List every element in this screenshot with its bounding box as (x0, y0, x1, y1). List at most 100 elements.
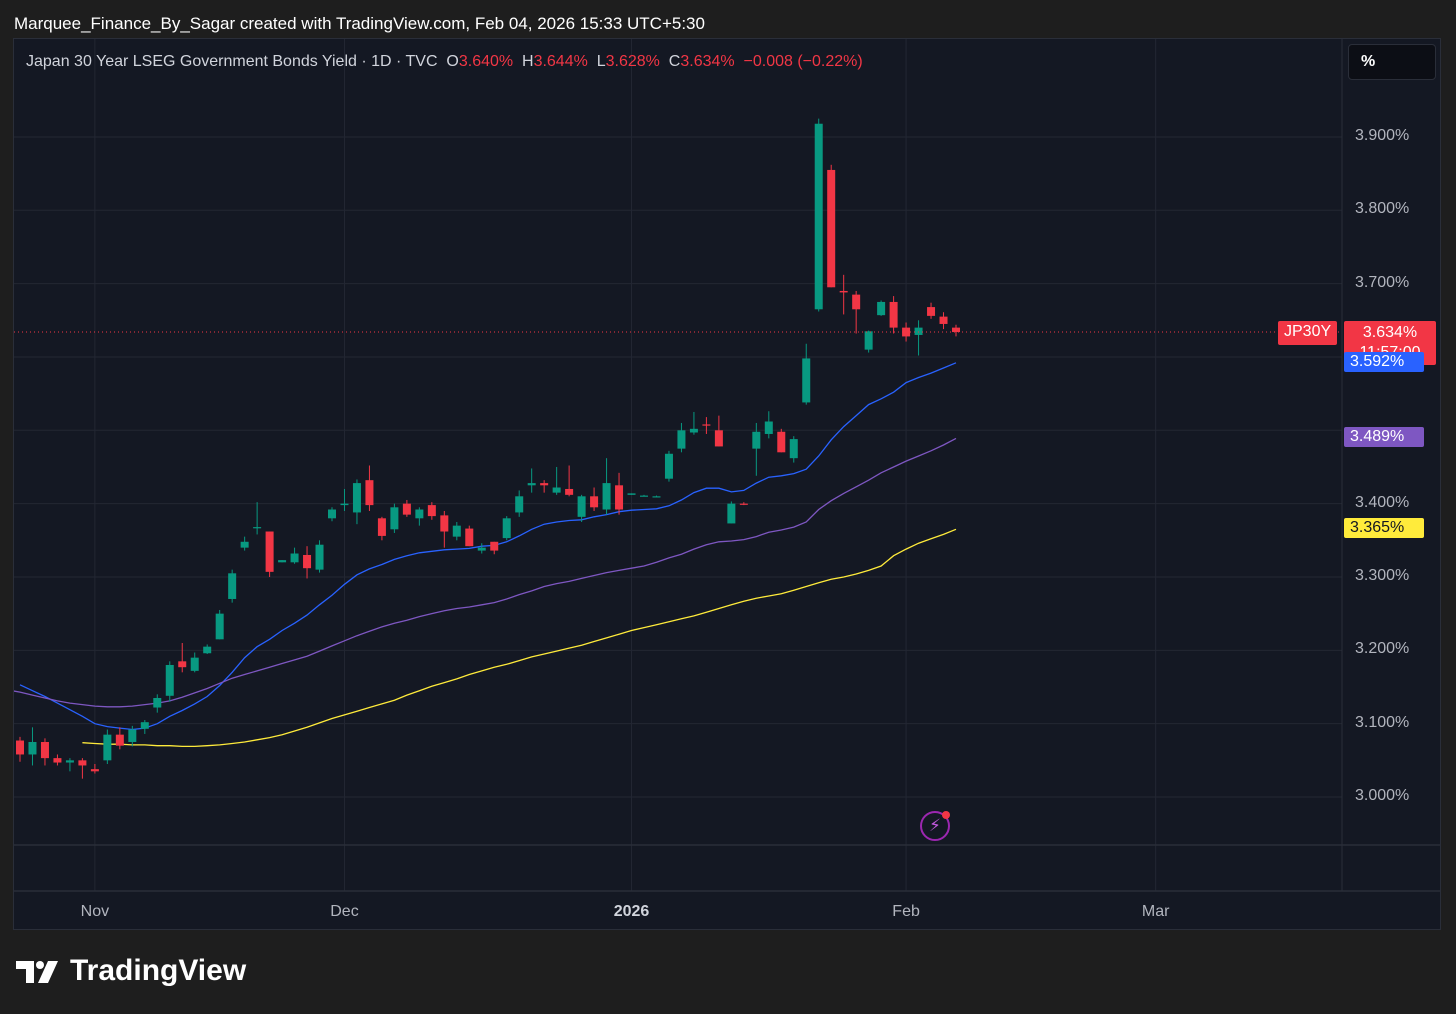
tradingview-logo-icon (16, 961, 58, 983)
candle[interactable] (864, 330, 873, 353)
candle[interactable] (128, 725, 137, 747)
candle[interactable] (290, 547, 299, 564)
candle[interactable] (527, 468, 536, 493)
candle[interactable] (689, 411, 698, 435)
candle[interactable] (440, 510, 449, 548)
lightning-icon[interactable]: ⚡ (920, 811, 950, 841)
candle[interactable] (590, 487, 599, 511)
x-tick-label: Nov (80, 903, 110, 920)
percent-scale-button[interactable]: % (1348, 44, 1436, 80)
candle[interactable] (752, 422, 761, 476)
candle[interactable] (265, 531, 274, 577)
candle[interactable] (240, 536, 249, 551)
candle[interactable] (278, 560, 287, 563)
legend-title: Japan 30 Year LSEG Government Bonds Yiel… (26, 53, 438, 70)
chart-pane[interactable]: Japan 30 Year LSEG Government Bonds Yiel… (13, 38, 1441, 930)
candle[interactable] (602, 458, 611, 515)
candle[interactable] (814, 118, 823, 312)
candle[interactable] (664, 450, 673, 482)
candle[interactable] (303, 546, 312, 579)
y-tick-label: 3.100% (1355, 713, 1410, 731)
candle[interactable] (952, 324, 960, 337)
candle[interactable] (652, 495, 661, 498)
candle[interactable] (764, 411, 773, 439)
candle[interactable] (427, 502, 436, 520)
candle[interactable] (914, 320, 923, 356)
price-chart[interactable] (14, 39, 1441, 930)
candle[interactable] (352, 479, 361, 525)
candle[interactable] (140, 719, 149, 734)
y-tick-label: 3.900% (1355, 126, 1410, 144)
candle[interactable] (253, 502, 262, 535)
candle-body (640, 495, 648, 497)
candle[interactable] (340, 488, 349, 511)
candle-body (103, 734, 112, 761)
candle-body (615, 485, 624, 510)
tradingview-brand[interactable]: TradingView (16, 954, 246, 988)
candle[interactable] (53, 754, 62, 766)
candle[interactable] (40, 738, 49, 766)
candle-body (303, 554, 312, 569)
candle[interactable] (90, 763, 99, 774)
candle[interactable] (677, 422, 686, 453)
candle[interactable] (927, 302, 936, 319)
candle[interactable] (789, 436, 798, 463)
candle[interactable] (827, 164, 836, 288)
candle[interactable] (153, 694, 162, 713)
candle[interactable] (402, 499, 411, 517)
candle-body (390, 507, 399, 530)
candle[interactable] (78, 758, 87, 779)
candle[interactable] (377, 516, 386, 541)
candle[interactable] (365, 465, 374, 511)
candle[interactable] (115, 727, 124, 750)
candle[interactable] (627, 493, 636, 495)
candle[interactable] (702, 417, 711, 434)
candle[interactable] (103, 729, 112, 764)
candle[interactable] (640, 494, 648, 497)
ma-fast-value: 3.592% (1344, 351, 1424, 372)
candle-body (115, 734, 124, 746)
candle[interactable] (839, 274, 848, 315)
candle[interactable] (452, 521, 461, 541)
candle-body (677, 430, 686, 449)
candle[interactable] (802, 343, 811, 405)
candle[interactable] (190, 652, 199, 673)
candle[interactable] (490, 541, 499, 555)
candle[interactable] (28, 727, 37, 766)
candle[interactable] (515, 490, 524, 517)
candle[interactable] (477, 543, 486, 554)
candle[interactable] (877, 300, 886, 316)
candle[interactable] (203, 644, 212, 654)
candle[interactable] (65, 758, 74, 772)
candle[interactable] (390, 503, 399, 533)
candle-body (552, 487, 561, 493)
candle-body (802, 358, 811, 403)
candle[interactable] (415, 507, 424, 526)
candle-body (90, 769, 99, 772)
candle[interactable] (777, 428, 786, 453)
candle[interactable] (714, 415, 723, 447)
candle[interactable] (16, 736, 24, 762)
candle[interactable] (939, 312, 948, 330)
candle[interactable] (328, 507, 336, 522)
candle[interactable] (465, 525, 474, 547)
candle[interactable] (502, 516, 511, 541)
candle[interactable] (165, 661, 174, 702)
candle[interactable] (565, 465, 574, 497)
candle-body (652, 496, 661, 498)
candle-body (864, 331, 873, 350)
moving-averages (14, 362, 957, 748)
candle[interactable] (552, 466, 561, 495)
candle[interactable] (889, 296, 898, 334)
candle[interactable] (852, 290, 861, 334)
candle[interactable] (727, 501, 736, 524)
candle[interactable] (739, 502, 748, 506)
candle[interactable] (615, 472, 624, 515)
candle[interactable] (315, 540, 324, 573)
candle[interactable] (540, 480, 549, 493)
candle[interactable] (228, 569, 237, 603)
candle[interactable] (178, 642, 187, 673)
candle[interactable] (577, 494, 586, 522)
candle[interactable] (215, 609, 224, 640)
candles[interactable] (16, 118, 960, 779)
